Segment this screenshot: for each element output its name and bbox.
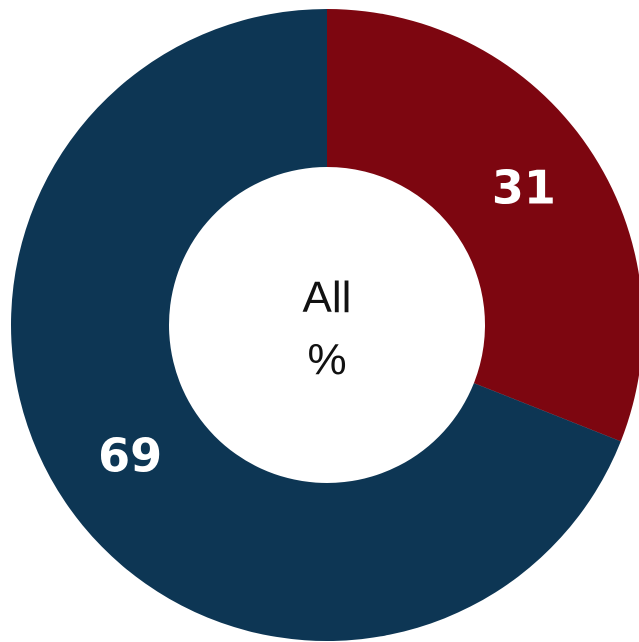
- center-label-line-1: All: [303, 273, 352, 322]
- center-label-line-2: %: [307, 335, 346, 384]
- slice-label-31: 31: [492, 161, 556, 215]
- donut-slice-31: [327, 9, 639, 442]
- donut-slice-69: [11, 9, 621, 641]
- donut-center: All %: [303, 273, 352, 384]
- slice-label-69: 69: [98, 428, 162, 482]
- donut-slices: [11, 9, 639, 641]
- donut-slice-labels: 31 69: [98, 161, 556, 483]
